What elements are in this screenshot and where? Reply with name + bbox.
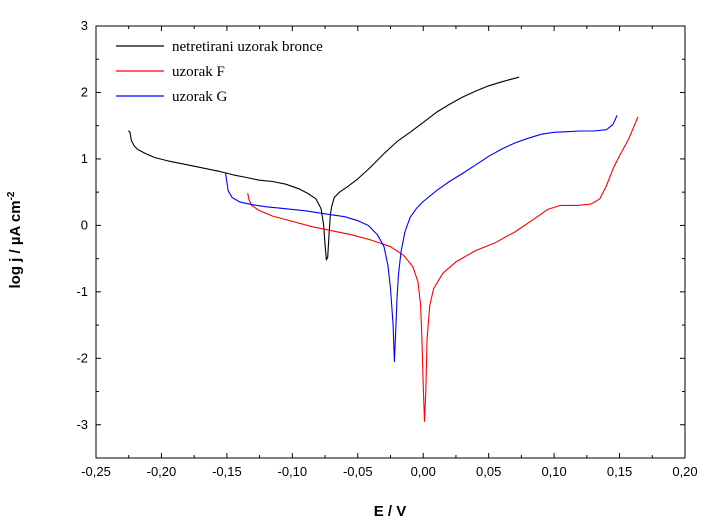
legend-label-3: uzorak G <box>172 89 228 105</box>
series-group <box>128 76 639 422</box>
series-line-3 <box>225 115 618 363</box>
x-axis-title: E / V <box>374 503 407 520</box>
series-line-2 <box>247 116 639 422</box>
y-tick-label: -1 <box>76 284 88 299</box>
x-tick-label: -0,05 <box>343 464 373 479</box>
y-axis-title-superscript: -2 <box>6 191 17 200</box>
legend: netretirani uzorak bronce uzorak F uzorak … <box>116 39 323 105</box>
x-tick-label: 0,15 <box>607 464 632 479</box>
y-axis-title: log j / µA cm-2 <box>6 191 24 288</box>
x-tick-label: 0,00 <box>411 464 436 479</box>
legend-label-2: uzorak F <box>172 64 225 80</box>
y-tick-label: 0 <box>81 217 88 232</box>
x-tick-label: 0,10 <box>541 464 566 479</box>
y-axis-ticks: -3 -2 -1 0 1 2 3 <box>76 18 685 459</box>
series-line-1 <box>128 76 520 261</box>
y-axis-title-main: log j / µA cm <box>7 200 24 288</box>
y-tick-label: 1 <box>81 151 88 166</box>
y-tick-label: 2 <box>81 84 88 99</box>
x-tick-label: -0,10 <box>278 464 308 479</box>
x-tick-label: 0,20 <box>672 464 697 479</box>
x-tick-label: -0,20 <box>147 464 177 479</box>
x-tick-label: -0,25 <box>81 464 111 479</box>
x-axis-ticks: -0,25 -0,20 -0,15 -0,10 -0,05 0,00 0,05 0,10 0,1… <box>81 26 698 479</box>
y-tick-label: 3 <box>81 18 88 33</box>
y-tick-label: -2 <box>76 350 88 365</box>
x-tick-label: -0,15 <box>212 464 242 479</box>
legend-label-1: netretirani uzorak bronce <box>172 39 323 55</box>
y-tick-label: -3 <box>76 417 88 432</box>
x-tick-label: 0,05 <box>476 464 501 479</box>
